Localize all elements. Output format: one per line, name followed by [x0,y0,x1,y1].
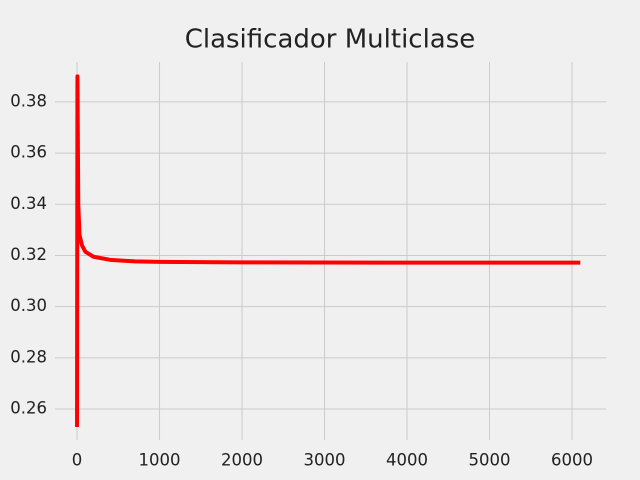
y-tick-label: 0.36 [10,143,47,162]
x-tick-label: 3000 [304,451,346,470]
x-tick-label: 4000 [386,451,428,470]
y-tick-label: 0.34 [10,194,47,213]
y-tick-label: 0.26 [10,399,47,418]
chart-title: Clasificador Multiclase [185,25,476,55]
x-tick-label: 0 [72,451,83,470]
y-tick-label: 0.30 [10,296,47,315]
y-tick-label: 0.38 [10,91,47,110]
y-tick-label: 0.28 [10,347,47,366]
x-tick-label: 6000 [551,451,593,470]
x-axis-label: Iteraciones # [266,477,393,480]
x-tick-label: 5000 [469,451,511,470]
data-line [75,74,581,427]
x-tick-label: 2000 [221,451,263,470]
y-tick-label: 0.32 [10,245,47,264]
x-tick-label: 1000 [139,451,181,470]
